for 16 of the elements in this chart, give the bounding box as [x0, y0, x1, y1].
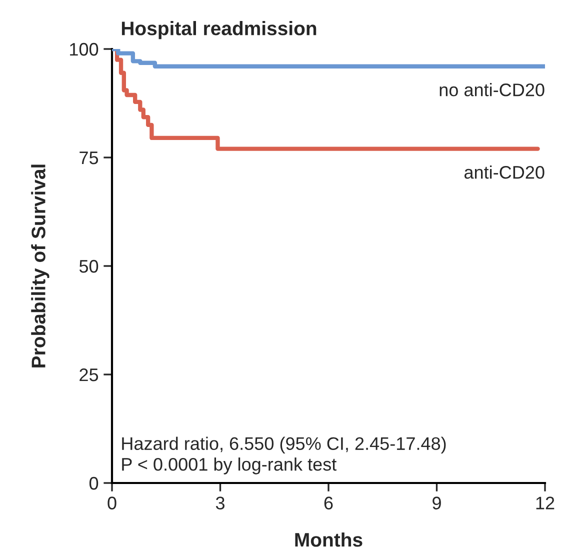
y-axis-title: Probability of Survival: [31, 164, 50, 368]
x-axis-title: Months: [295, 532, 362, 547]
annotation: Hazard ratio, 6.550 (95% CI, 2.45-17.48) P < 0.0001 by log-rank test: [122, 436, 446, 474]
y-tick-label: 100: [70, 42, 98, 56]
series-label: no anti-CD20: [440, 83, 544, 96]
x-tick-label: 12: [536, 496, 554, 510]
y-tick-label: 0: [89, 476, 98, 490]
series-label: anti-CD20: [464, 165, 544, 179]
chart-title: Hospital readmission: [122, 21, 316, 40]
y-tick-label: 25: [80, 368, 98, 382]
y-tick-label: 50: [79, 260, 98, 273]
x-tick-label: 3: [216, 496, 224, 510]
y-tick-label: 75: [80, 152, 98, 164]
x-tick-label: 9: [432, 496, 441, 510]
x-tick-label: 6: [324, 496, 333, 510]
x-tick-label: 0: [108, 496, 116, 510]
